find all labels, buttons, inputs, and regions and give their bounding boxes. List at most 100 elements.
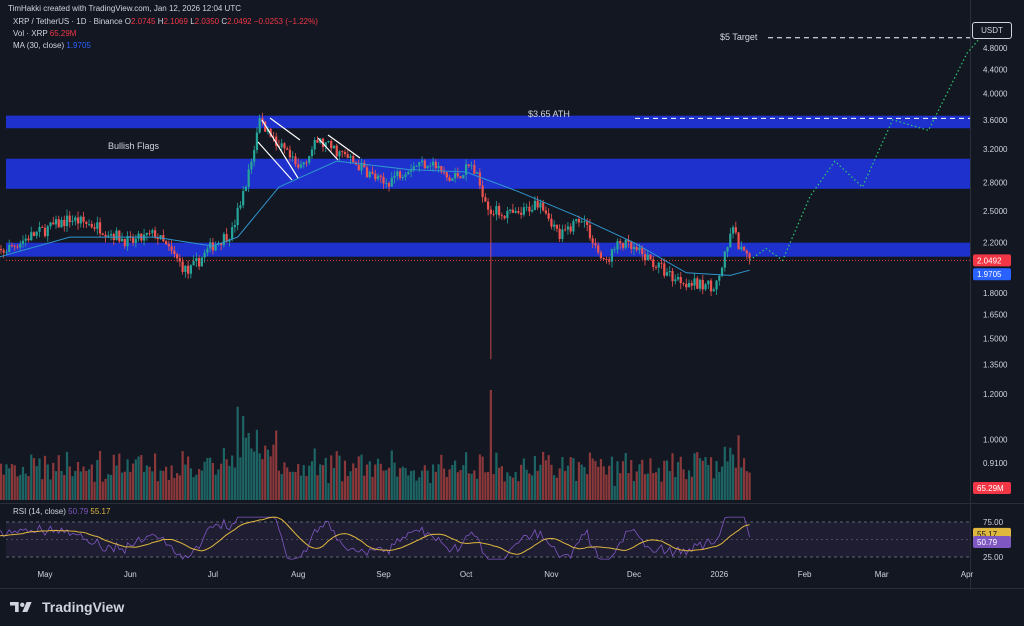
candle-body	[522, 207, 525, 215]
chart-credit: TimHakki created with TradingView.com, J…	[8, 4, 241, 13]
candle-body	[32, 232, 36, 236]
volume-bar	[220, 463, 223, 500]
candle-body	[198, 258, 201, 267]
time-tick-label: Aug	[291, 570, 305, 579]
candle-body	[250, 161, 253, 170]
candle-body	[511, 209, 514, 213]
volume-bar	[140, 455, 143, 500]
rsi-badge-bg	[973, 535, 1011, 548]
volume-bar	[586, 474, 589, 500]
candle-body	[54, 219, 58, 225]
candle-body	[613, 249, 616, 251]
volume-bar	[107, 474, 110, 500]
candle-body	[542, 202, 545, 211]
volume-bar	[726, 461, 729, 500]
candle-body	[283, 143, 286, 149]
volume-bar	[668, 471, 671, 500]
currency-button[interactable]: USDT	[972, 22, 1012, 39]
volume-bar	[610, 456, 614, 500]
candle-body	[85, 221, 88, 224]
candle-body	[641, 247, 644, 255]
candle-body	[451, 178, 454, 181]
footer: TradingView	[10, 596, 124, 618]
volume-bar	[181, 451, 184, 500]
candle-body	[690, 283, 693, 286]
candle-body	[423, 160, 426, 169]
price-tick-label: 1.0000	[983, 435, 1008, 444]
volume-bar	[253, 451, 256, 500]
high-value: 2.1069	[163, 17, 188, 26]
volume-bar	[21, 466, 25, 500]
rsi-value: 50.79	[68, 507, 89, 516]
volume-bar	[423, 465, 426, 500]
ma-line	[0, 160, 750, 276]
candle-body	[352, 156, 355, 163]
candle-body	[181, 261, 184, 272]
candle-body	[313, 140, 316, 150]
volume-bar	[418, 477, 421, 500]
volume-bar	[481, 456, 484, 500]
volume-bar	[90, 464, 93, 500]
footer-brand: TradingView	[42, 599, 125, 615]
zone-1	[6, 158, 970, 189]
volume-bar	[264, 445, 267, 500]
candle-body	[696, 278, 699, 289]
volume-bar	[145, 465, 148, 500]
volume-bar	[280, 473, 283, 500]
volume-bar	[599, 458, 603, 500]
volume-bar	[192, 477, 195, 500]
candle-body	[528, 206, 531, 212]
rsi-line	[0, 516, 750, 560]
candle-body	[115, 230, 118, 241]
rsi-tick-label: 25.00	[983, 553, 1004, 562]
volume-bar	[354, 467, 358, 500]
volume-bar	[442, 468, 446, 500]
volume-bar	[487, 471, 490, 500]
candle-body	[415, 166, 418, 167]
candle-body	[310, 149, 314, 157]
candle-body	[456, 173, 459, 177]
volume-bar	[357, 456, 360, 500]
candle-body	[19, 243, 22, 248]
volume-bar	[619, 473, 622, 500]
candle-body	[107, 235, 110, 237]
time-tick-label: Apr	[961, 570, 974, 579]
candle-body	[41, 227, 44, 228]
price-tick-label: 1.5000	[983, 334, 1008, 343]
candle-body	[536, 200, 539, 208]
candle-body	[65, 215, 69, 226]
volume-bar	[470, 473, 473, 500]
volume-bar	[511, 477, 514, 500]
candle-body	[729, 233, 732, 248]
volume-bar	[429, 483, 432, 500]
volume-bar	[35, 466, 38, 500]
volume-bar	[76, 461, 80, 500]
volume-bar	[709, 457, 713, 500]
volume-bar	[79, 471, 82, 500]
volume-bar	[129, 471, 132, 500]
price-tick-label: 4.0000	[983, 90, 1008, 99]
candle-body	[503, 216, 506, 219]
volume-bar	[214, 474, 217, 500]
pane-separator	[0, 503, 1024, 504]
candle-body	[8, 245, 11, 253]
candle-body	[462, 174, 465, 179]
volume-bar	[112, 454, 115, 500]
volume-bar	[156, 481, 159, 500]
volume-bar	[608, 465, 611, 500]
candle-body	[654, 267, 658, 268]
volume-bar	[71, 476, 74, 500]
volume-legend: Vol · XRP 65.29M	[13, 29, 76, 38]
volume-bar	[10, 464, 14, 500]
volume-bar	[382, 470, 385, 500]
candle-body	[407, 171, 410, 175]
volume-bar	[131, 463, 135, 500]
volume-value: 65.29M	[49, 29, 77, 38]
volume-bar	[341, 481, 344, 500]
volume-bar	[8, 468, 11, 500]
flag-line-0	[261, 119, 299, 179]
candle-body	[434, 161, 437, 169]
volume-bar	[632, 481, 636, 500]
volume-bar	[330, 455, 333, 500]
